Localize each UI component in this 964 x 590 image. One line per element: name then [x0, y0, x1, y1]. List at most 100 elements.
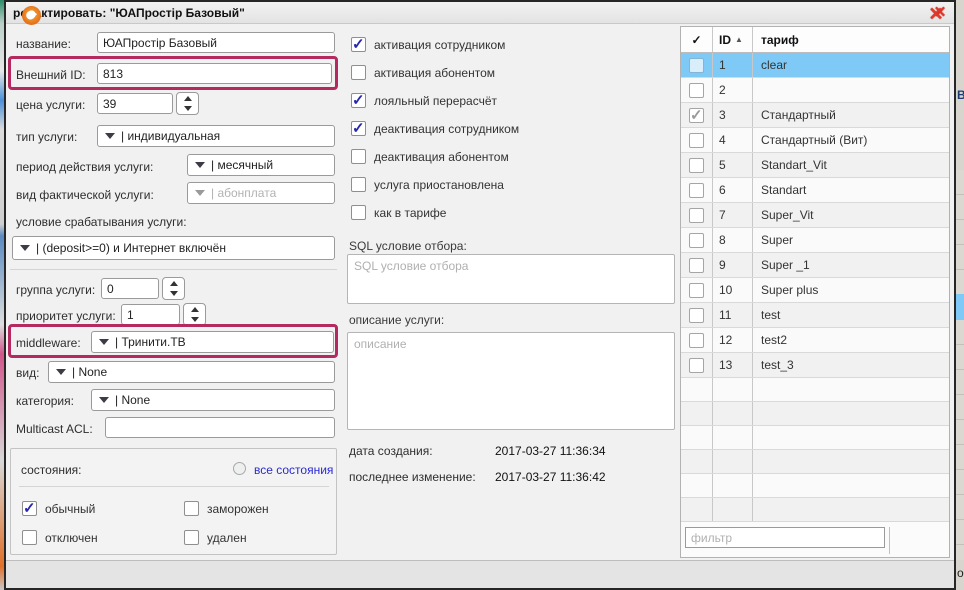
kind-dropdown[interactable]: | None: [48, 361, 335, 383]
row-checkbox[interactable]: [689, 182, 704, 198]
row-tariff: Стандартный (Вит): [761, 133, 868, 147]
option-checkbox-row[interactable]: лояльный перерасчёт: [351, 91, 497, 109]
stepper-down-icon[interactable]: [177, 104, 198, 115]
table-row[interactable]: 3 Стандартный: [681, 103, 949, 128]
option-checkbox-row[interactable]: как в тарифе: [351, 205, 446, 220]
checkbox[interactable]: [351, 149, 366, 164]
middleware-dropdown[interactable]: | Тринити.ТВ: [91, 331, 334, 353]
row-id: 2: [713, 78, 753, 102]
stepper-down-icon[interactable]: [184, 315, 205, 326]
table-row[interactable]: 7 Super_Vit: [681, 203, 949, 228]
row-checkbox[interactable]: [689, 207, 704, 223]
row-id: 6: [713, 178, 753, 202]
row-tariff: Super_Vit: [761, 208, 814, 222]
dropdown-value: | индивидуальная: [121, 129, 221, 143]
period-dropdown[interactable]: | месячный: [187, 154, 335, 176]
option-checkbox-row[interactable]: активация сотрудником: [351, 35, 505, 53]
checkbox[interactable]: [22, 499, 37, 517]
dropdown-arrow-icon: [99, 339, 109, 345]
table-row[interactable]: 12 test2: [681, 328, 949, 353]
checkbox[interactable]: [184, 530, 199, 545]
row-tariff: [753, 78, 949, 102]
row-tariff: Standart_Vit: [761, 158, 827, 172]
checkbox[interactable]: [351, 119, 366, 137]
checkbox[interactable]: [351, 35, 366, 53]
stepper-up-icon[interactable]: [163, 278, 184, 289]
close-icon[interactable]: ✕: [928, 4, 944, 24]
group-input[interactable]: [101, 278, 159, 299]
table-row[interactable]: 4 Стандартный (Вит): [681, 128, 949, 153]
multicast-acl-input[interactable]: [105, 417, 335, 438]
state-checkbox-row[interactable]: обычный: [22, 499, 95, 517]
stepper-up-icon[interactable]: [177, 93, 198, 104]
table-row[interactable]: 6 Standart: [681, 178, 949, 203]
row-checkbox[interactable]: [689, 57, 704, 73]
header-check-icon[interactable]: ✓: [681, 27, 713, 52]
row-checkbox[interactable]: [689, 282, 704, 298]
table-row[interactable]: 1 clear: [681, 53, 949, 78]
header-tariff[interactable]: тариф: [761, 32, 799, 47]
header-id[interactable]: ID ▲: [713, 27, 753, 52]
checkbox[interactable]: [351, 177, 366, 192]
table-row[interactable]: 10 Super plus: [681, 278, 949, 303]
priority-stepper[interactable]: [183, 303, 206, 326]
checkbox[interactable]: [351, 205, 366, 220]
table-row[interactable]: 11 test: [681, 303, 949, 328]
service-type-dropdown[interactable]: | индивидуальная: [97, 125, 335, 147]
refresh-icon[interactable]: ⟳: [22, 6, 41, 25]
state-checkbox-row[interactable]: отключен: [22, 530, 98, 545]
row-checkbox[interactable]: [689, 332, 704, 348]
row-checkbox[interactable]: [689, 82, 704, 98]
row-checkbox[interactable]: [689, 232, 704, 248]
group-label: группа услуги:: [16, 283, 96, 297]
category-dropdown[interactable]: | None: [91, 389, 335, 411]
sql-condition-label: SQL условие отбора:: [349, 239, 467, 253]
checkbox-label: активация абонентом: [374, 65, 496, 80]
external-id-input[interactable]: [97, 63, 332, 84]
row-id: 11: [713, 303, 753, 327]
price-input[interactable]: [97, 93, 173, 114]
checkbox[interactable]: [351, 65, 366, 80]
close-icon[interactable]: ✕: [933, 4, 947, 21]
option-checkbox-row[interactable]: деактивация сотрудником: [351, 119, 519, 137]
group-stepper[interactable]: [162, 277, 185, 300]
option-checkbox-row[interactable]: услуга приостановлена: [351, 177, 504, 192]
row-id: 9: [713, 253, 753, 277]
state-checkbox-row[interactable]: заморожен: [184, 501, 269, 516]
row-checkbox[interactable]: [689, 257, 704, 273]
option-checkbox-row[interactable]: деактивация абонентом: [351, 149, 509, 164]
all-states-link[interactable]: все состояния: [254, 463, 334, 477]
stepper-down-icon[interactable]: [163, 289, 184, 300]
table-row[interactable]: 8 Super: [681, 228, 949, 253]
price-stepper[interactable]: [176, 92, 199, 115]
actual-kind-dropdown[interactable]: | абонплата: [187, 182, 335, 204]
state-checkbox-row[interactable]: удален: [184, 530, 247, 545]
checkbox[interactable]: [184, 501, 199, 516]
priority-input[interactable]: [121, 304, 180, 325]
trigger-condition-dropdown[interactable]: | (deposit>=0) и Интернет включён: [12, 236, 335, 260]
option-checkbox-row[interactable]: активация абонентом: [351, 65, 495, 80]
row-checkbox[interactable]: [689, 307, 704, 323]
table-row[interactable]: 2: [681, 78, 949, 103]
filter-input[interactable]: [685, 527, 885, 548]
table-row[interactable]: 5 Standart_Vit: [681, 153, 949, 178]
row-tariff: clear: [761, 58, 788, 72]
row-checkbox[interactable]: [689, 132, 704, 148]
divider: [10, 269, 337, 270]
row-checkbox[interactable]: [689, 106, 704, 124]
table-row[interactable]: 13 test_3: [681, 353, 949, 378]
name-input[interactable]: [97, 32, 335, 53]
dropdown-arrow-icon: [105, 133, 115, 139]
sql-condition-textarea[interactable]: [347, 254, 675, 304]
row-checkbox[interactable]: [689, 157, 704, 173]
row-checkbox[interactable]: [689, 357, 704, 373]
checkbox[interactable]: [22, 530, 37, 545]
period-label: период действия услуги:: [16, 160, 154, 174]
checkbox[interactable]: [351, 91, 366, 109]
dialog-bottombar: [6, 560, 954, 588]
multicast-acl-label: Multicast ACL:: [16, 422, 93, 436]
stepper-up-icon[interactable]: [184, 304, 205, 315]
description-textarea[interactable]: [347, 332, 675, 430]
table-row[interactable]: 9 Super _1: [681, 253, 949, 278]
all-states-radio[interactable]: [233, 462, 246, 475]
